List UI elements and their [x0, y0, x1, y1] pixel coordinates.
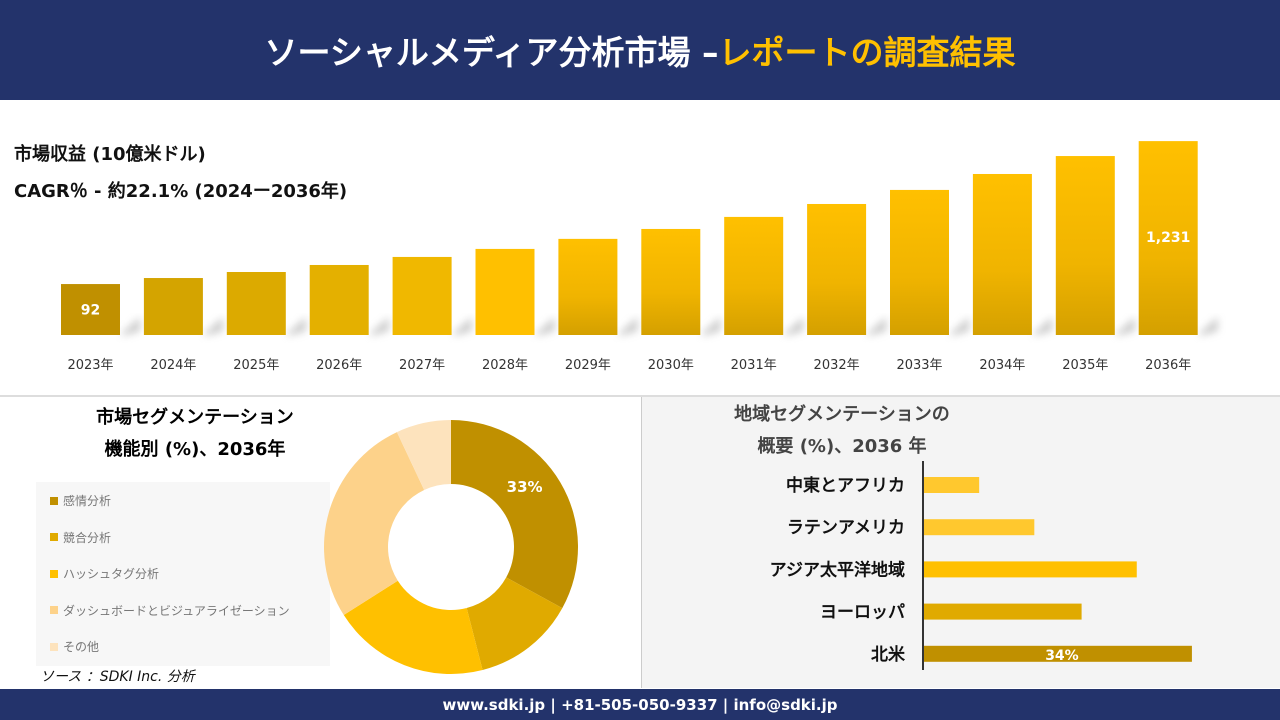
segment-title-line1: 市場セグメンテーション [96, 407, 294, 428]
revenue-bar [641, 228, 701, 335]
revenue-bar [61, 284, 120, 335]
year-label: 2032年 [814, 358, 860, 373]
bar-shadow [120, 317, 140, 335]
year-label: 2035年 [1062, 358, 1108, 373]
revenue-bar-chart: 2023年 92 2024年 2025年 2026年 2027年 2028年 2029年 203… [61, 141, 1218, 373]
footer-contact: www.sdki.jp | +81-505-050-9337 | info@sd… [0, 689, 1280, 720]
legend-swatch [50, 496, 58, 505]
region-label: ヨーロッパ [820, 603, 905, 623]
bar-shadow [368, 317, 389, 335]
revenue-bar [558, 238, 618, 335]
donut-slice [466, 577, 563, 671]
region-label: 中東とアフリカ [786, 475, 905, 496]
legend-swatch [50, 642, 58, 651]
year-label: 2030年 [648, 358, 694, 373]
legend-label: ハッシュタグ分析 [63, 567, 160, 581]
region-bar [924, 519, 1035, 536]
revenue-bar [392, 256, 452, 335]
revenue-bar [1138, 141, 1198, 335]
header-title-highlight: レポートの調査結果 [718, 33, 1016, 72]
revenue-bar [309, 264, 369, 335]
region-bar [924, 477, 980, 493]
region-bar [924, 603, 1082, 620]
legend-swatch [50, 569, 58, 578]
year-label: 2031年 [731, 358, 777, 373]
revenue-bar [972, 173, 1032, 335]
revenue-bar [143, 278, 203, 335]
segment-title-line2: 機能別 (%)、2036年 [104, 439, 286, 460]
donut-slice [396, 420, 451, 490]
year-label: 2024年 [150, 358, 196, 373]
donut-slice [343, 580, 483, 674]
bar-shadow [1197, 317, 1218, 335]
year-label: 2027年 [399, 358, 445, 373]
segment-donut-chart: 33% [324, 420, 578, 674]
year-label: 2029年 [565, 358, 611, 373]
donut-slice [451, 420, 578, 609]
cagr-label: CAGR％ - 約22.1% (2024ー2036年) [14, 181, 348, 202]
bar-data-label: 1,231 [1146, 230, 1190, 246]
legend-label: ダッシュボードとビジュアライゼーション [63, 603, 290, 618]
slice-data-label: 33% [507, 478, 543, 496]
region-bar [924, 561, 1137, 578]
region-title: 地域セグメンテーションの 概要 (%)、2036 年 [642, 399, 1042, 463]
bar-shadow [700, 317, 721, 335]
report-header: ソーシャルメディア分析市場 – レポートの調査結果 [0, 0, 1280, 100]
source-note: ソース ：SDKI Inc. 分析 [40, 669, 195, 685]
year-label: 2026年 [316, 358, 362, 373]
region-data-label: 34% [1045, 648, 1079, 664]
bar-shadow [285, 317, 306, 335]
legend-label: その他 [63, 640, 100, 654]
donut-legend: 感情分析競合分析ハッシュタグ分析ダッシュボードとビジュアライゼーション その他 [36, 482, 330, 666]
year-label: 2036年 [1145, 358, 1191, 373]
revenue-bar [890, 189, 949, 335]
bar-shadow [534, 317, 555, 335]
bar-shadow [783, 317, 804, 335]
region-label: アジア太平洋地域 [770, 559, 905, 580]
bar-shadow [1031, 317, 1052, 335]
region-title-line2: 概要 (%)、2036 年 [757, 436, 927, 457]
revenue-bar [724, 216, 784, 335]
revenue-bar [475, 248, 535, 335]
header-title: ソーシャルメディア分析市場 – [264, 33, 719, 72]
legend-item: 競合分析 [50, 529, 111, 546]
revenue-bar [226, 272, 286, 335]
year-label: 2034年 [979, 358, 1025, 373]
year-label: 2023年 [67, 358, 113, 373]
bar-shadow [949, 317, 969, 335]
legend-swatch [50, 533, 58, 541]
legend-item: ダッシュボードとビジュアライゼーション [50, 602, 290, 619]
bar-data-label: 92 [81, 303, 100, 319]
bar-shadow [451, 317, 472, 335]
legend-item: その他 [50, 638, 99, 655]
section-divider [0, 395, 1280, 397]
bar-shadow [1114, 317, 1135, 335]
legend-label: 競合分析 [63, 530, 112, 545]
legend-swatch [50, 606, 58, 614]
year-label: 2028年 [482, 358, 528, 373]
revenue-label: 市場収益 (10億米ドル) [14, 144, 206, 165]
legend-label: 感情分析 [63, 494, 112, 508]
region-label: ラテンアメリカ [787, 518, 905, 538]
bar-shadow [202, 317, 223, 335]
donut-slice [324, 432, 425, 616]
legend-item: ハッシュタグ分析 [50, 565, 159, 582]
region-panel: 地域セグメンテーションの 概要 (%)、2036 年 中東とアフリカ ラテンアメリ… [641, 397, 1280, 688]
legend-item: 感情分析 [50, 492, 111, 509]
bar-shadow [866, 317, 887, 335]
bar-shadow [617, 317, 638, 335]
year-label: 2033年 [896, 358, 942, 373]
region-bar [924, 645, 1192, 662]
segment-title: 市場セグメンテーション 機能別 (%)、2036年 [40, 402, 350, 466]
year-label: 2025年 [233, 358, 279, 373]
revenue-bar [807, 203, 867, 335]
region-title-line1: 地域セグメンテーションの [734, 404, 950, 425]
region-label: 北米 [871, 644, 906, 665]
revenue-bar [1055, 156, 1115, 335]
